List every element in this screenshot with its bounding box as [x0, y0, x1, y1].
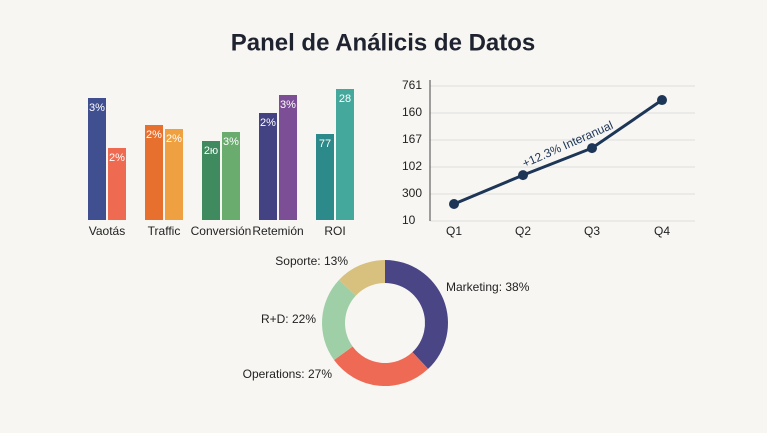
segment-label: Marketing: 38% — [446, 280, 530, 294]
bar — [145, 125, 163, 220]
bar-label: 77 — [319, 138, 331, 150]
bar — [222, 132, 240, 220]
bar — [165, 129, 183, 220]
point — [518, 170, 528, 181]
y-tick-label: 300 — [402, 186, 422, 200]
y-tick-label: 761 — [402, 78, 422, 92]
bar-label: 2% — [260, 117, 276, 129]
bar — [316, 134, 334, 220]
bar-label: 3% — [89, 102, 105, 114]
bar-label: 3% — [223, 136, 239, 148]
x-tick-label: Q2 — [515, 224, 531, 238]
bar — [279, 95, 297, 220]
x-tick-label: ROI — [324, 224, 345, 238]
bar-label: 2% — [146, 129, 162, 141]
x-tick-label: Vaotás — [89, 224, 125, 238]
x-tick-label: Q3 — [584, 224, 600, 238]
bar-label: 2% — [166, 133, 182, 145]
segment-label: Operations: 27% — [243, 367, 333, 381]
point — [587, 143, 597, 154]
donut-segment — [334, 346, 429, 387]
y-tick-label: 167 — [402, 132, 422, 146]
donut-segment — [339, 260, 385, 296]
bar — [108, 148, 126, 220]
x-tick-label: Retemión — [252, 224, 303, 238]
x-tick-label: Q1 — [446, 224, 462, 238]
line — [453, 98, 663, 206]
y-tick-label: 102 — [402, 159, 422, 173]
bar — [88, 98, 106, 220]
bar-label: 3% — [280, 99, 296, 111]
bar — [259, 113, 277, 220]
bar-label: 28 — [339, 93, 351, 105]
point — [657, 95, 667, 106]
point — [449, 198, 459, 209]
x-tick-label: Q4 — [654, 224, 670, 238]
x-tick-label: Traffic — [148, 224, 181, 238]
segment-label: Soporte: 13% — [275, 254, 348, 268]
bar — [202, 141, 220, 220]
bar — [336, 89, 354, 220]
y-tick-label: 10 — [402, 213, 416, 227]
bar-label: 2ю — [204, 145, 218, 157]
donut-segment — [385, 260, 449, 369]
segment-label: R+D: 22% — [261, 312, 316, 326]
dashboard-title: Panel de Análicis de Datos — [231, 29, 536, 56]
bar-label: 2% — [109, 152, 125, 164]
x-tick-label: Conversión — [191, 224, 252, 238]
y-tick-label: 160 — [402, 105, 422, 119]
donut-segment — [322, 279, 356, 361]
